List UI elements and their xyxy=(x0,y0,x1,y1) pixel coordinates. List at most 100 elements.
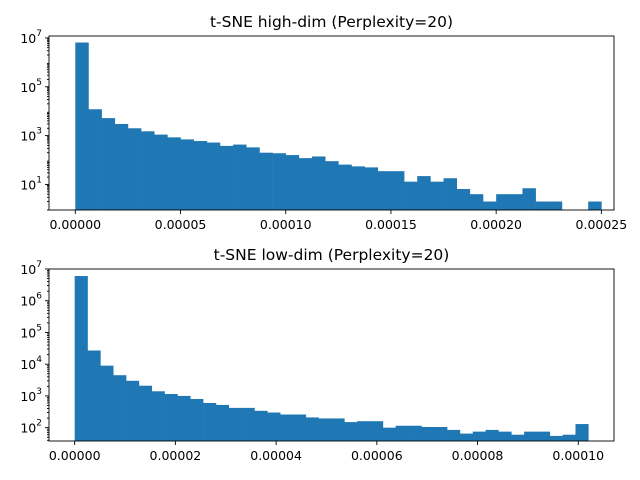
y-tick-exponent: 5 xyxy=(36,78,42,88)
histogram-bar xyxy=(126,380,140,441)
histogram-bar xyxy=(536,431,551,441)
y-tick-label: 101 xyxy=(20,175,42,192)
histogram-bar xyxy=(456,189,471,210)
histogram-bar xyxy=(246,147,260,210)
histogram-bar xyxy=(154,134,168,210)
histogram-bar xyxy=(138,385,153,441)
histogram-bar xyxy=(164,394,178,441)
histogram-bar xyxy=(151,391,165,441)
y-tick-exponent: 5 xyxy=(36,323,42,333)
histogram-bar xyxy=(113,375,127,441)
histogram-bar xyxy=(74,276,88,441)
histogram-bar xyxy=(272,153,287,210)
histogram-bar xyxy=(447,429,461,441)
y-tick-base: 10 xyxy=(20,294,36,309)
histogram-bar xyxy=(548,201,563,210)
histogram-bar xyxy=(524,431,538,441)
histogram-bar xyxy=(417,176,431,210)
histogram-bar xyxy=(177,395,191,441)
y-tick-label: 104 xyxy=(20,355,42,372)
histogram-bar xyxy=(421,426,435,441)
x-tick-label: 0.00004 xyxy=(250,448,302,463)
histogram-bar xyxy=(312,156,326,210)
histogram-bar xyxy=(509,194,523,210)
histogram-bar xyxy=(228,407,242,441)
histogram-bar xyxy=(114,123,129,210)
y-tick-exponent: 4 xyxy=(36,355,42,365)
y-tick-base: 10 xyxy=(20,357,36,372)
y-tick-label: 107 xyxy=(20,260,42,277)
histogram-bar xyxy=(298,158,313,210)
x-tick-label: 0.00000 xyxy=(49,448,101,463)
histogram-bar xyxy=(344,422,358,441)
histogram-bar xyxy=(522,188,536,210)
histogram-bar xyxy=(203,402,217,441)
y-tick-label: 103 xyxy=(20,387,42,404)
histogram-bar xyxy=(75,42,89,210)
x-tick-label: 0.00020 xyxy=(470,217,522,232)
y-tick-exponent: 3 xyxy=(36,387,42,397)
histogram-bar xyxy=(498,431,512,441)
x-tick-label: 0.00010 xyxy=(552,448,604,463)
histogram-bar xyxy=(141,131,155,210)
y-tick-base: 10 xyxy=(20,31,36,46)
histogram-bar xyxy=(382,427,396,441)
histogram-bar xyxy=(575,424,589,441)
histogram-bar xyxy=(318,418,332,441)
y-tick-exponent: 7 xyxy=(36,260,42,270)
histogram-bar xyxy=(370,421,384,441)
x-tick-label: 0.00000 xyxy=(49,217,101,232)
histogram-bar xyxy=(535,201,550,210)
histogram-bar xyxy=(285,155,300,210)
histogram-bar xyxy=(292,414,307,441)
histogram-bar xyxy=(469,194,484,210)
histogram-bar xyxy=(588,201,602,210)
histogram-bar xyxy=(167,137,181,210)
y-tick-exponent: 3 xyxy=(36,127,42,137)
histogram-bar xyxy=(459,433,474,441)
bars xyxy=(75,42,602,210)
x-tick-label: 0.00025 xyxy=(576,217,628,232)
y-tick-base: 10 xyxy=(20,325,36,340)
y-tick-label: 102 xyxy=(20,419,42,436)
histogram-bar xyxy=(434,426,448,441)
histogram-bar xyxy=(430,181,444,210)
histogram-bar xyxy=(549,435,563,441)
histogram-bar xyxy=(215,404,230,441)
y-tick-base: 10 xyxy=(20,262,36,277)
histogram-bar xyxy=(190,399,204,441)
histogram-bar xyxy=(390,171,405,210)
histogram-bar xyxy=(338,164,352,210)
y-tick-label: 106 xyxy=(20,292,42,309)
histogram-bar xyxy=(127,128,142,210)
y-tick-base: 10 xyxy=(20,129,36,144)
histogram-bar xyxy=(267,412,281,441)
x-tick-label: 0.00006 xyxy=(351,448,403,463)
histogram-bar xyxy=(101,118,116,210)
histogram-bar xyxy=(88,109,102,210)
y-tick-exponent: 6 xyxy=(36,292,42,302)
histogram-bar xyxy=(280,414,294,441)
histogram-bar xyxy=(219,145,234,210)
histogram-bar xyxy=(485,429,499,441)
histogram-bar xyxy=(180,139,194,210)
y-tick-base: 10 xyxy=(20,80,36,95)
histogram-bar xyxy=(259,152,273,210)
y-tick-exponent: 2 xyxy=(36,419,42,429)
x-tick-label: 0.00002 xyxy=(150,448,202,463)
histogram-bar xyxy=(483,201,497,210)
histogram-bar xyxy=(254,410,268,441)
chart-title: t-SNE low-dim (Perplexity=20) xyxy=(214,246,450,264)
y-tick-base: 10 xyxy=(20,177,36,192)
y-tick-label: 103 xyxy=(20,127,42,144)
chart-low-dim: t-SNE low-dim (Perplexity=20) 0.00000 0.0… xyxy=(20,246,615,463)
histogram-bar xyxy=(241,407,255,441)
y-tick-exponent: 7 xyxy=(36,29,42,39)
histogram-bar xyxy=(408,425,422,441)
y-tick-label: 105 xyxy=(20,323,42,340)
histogram-bar xyxy=(472,431,486,441)
x-tick-label: 0.00015 xyxy=(365,217,417,232)
histogram-bar xyxy=(305,417,319,441)
y-tick-label: 107 xyxy=(20,29,42,46)
